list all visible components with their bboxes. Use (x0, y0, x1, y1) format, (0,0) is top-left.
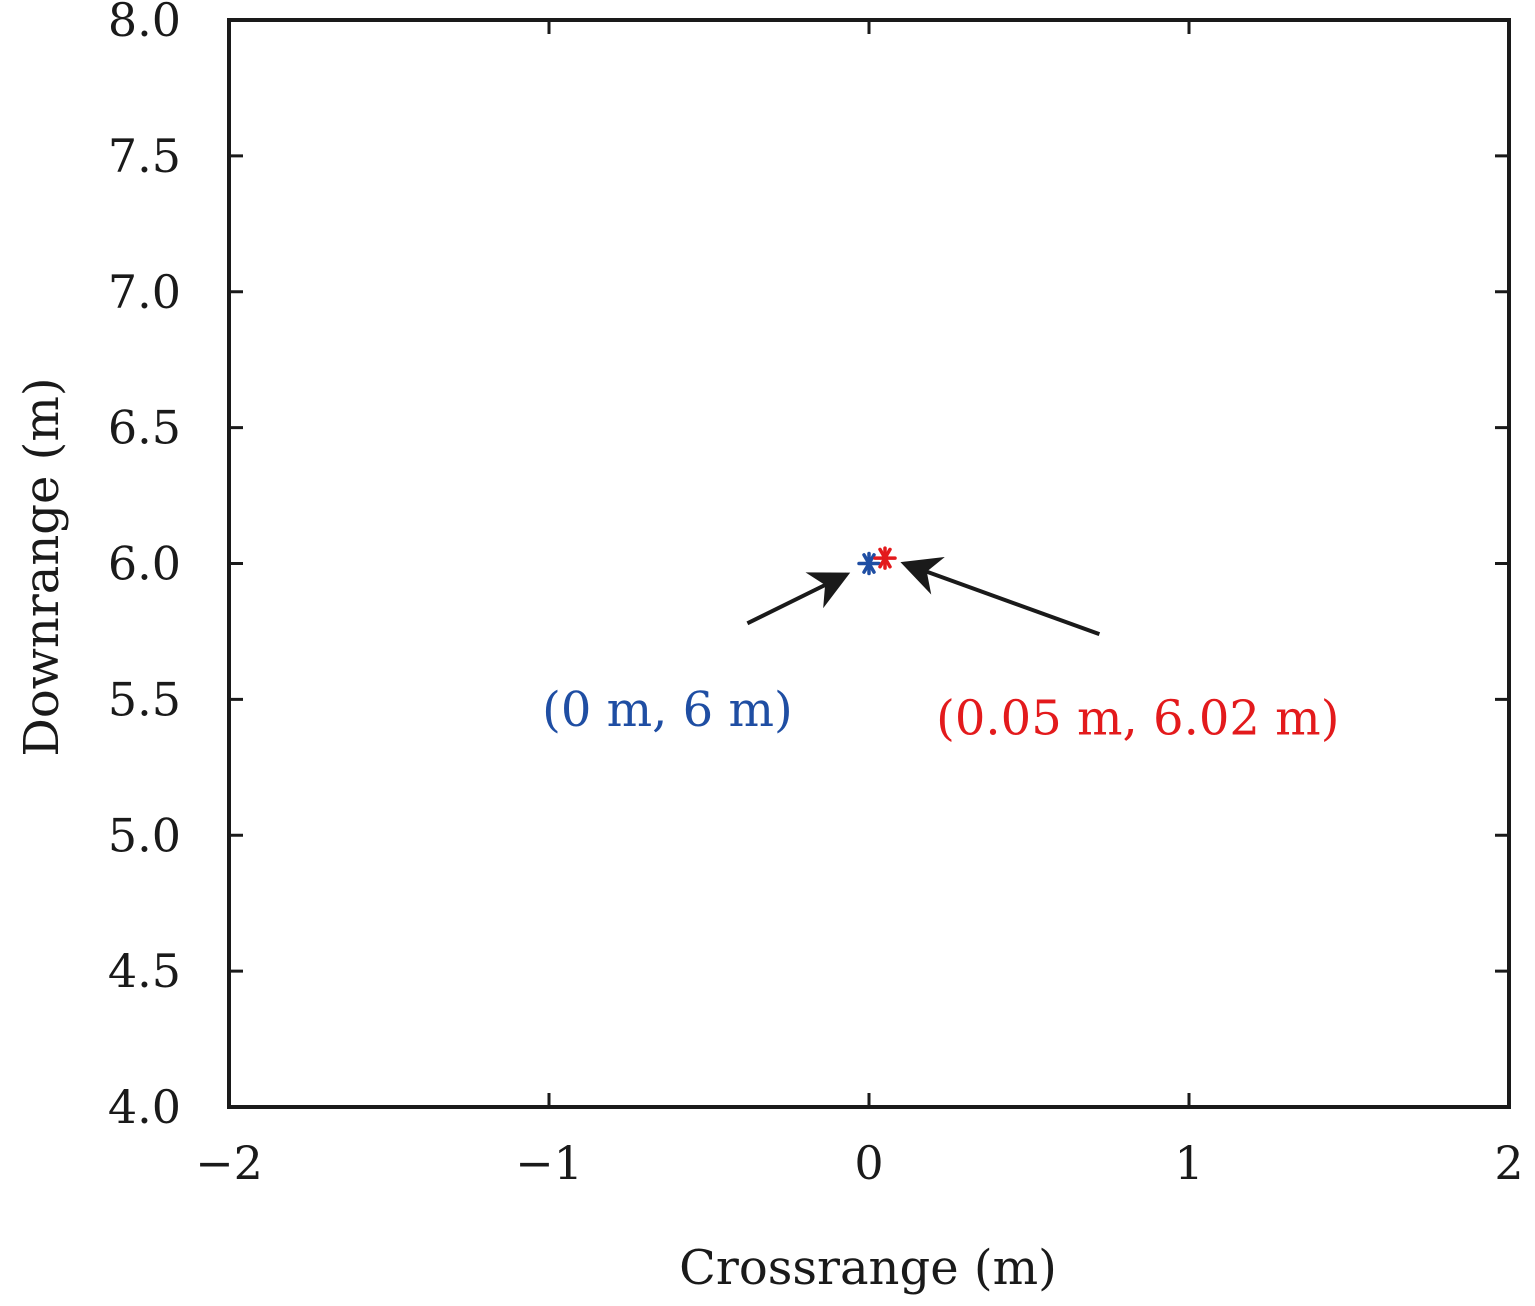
data-points (857, 546, 897, 576)
y-tick-label: 6.0 (108, 537, 181, 591)
data-point (873, 546, 897, 570)
y-tick-label: 6.5 (108, 401, 181, 455)
annotation-arrow (900, 556, 1101, 637)
y-tick-label: 7.5 (108, 129, 181, 183)
x-tick-label: 2 (1494, 1136, 1523, 1190)
x-axis-ticks: −2 −1 0 1 2 (195, 20, 1524, 1190)
x-axis-label: Crossrange (m) (679, 1240, 1057, 1296)
y-tick-label: 5.0 (108, 808, 181, 862)
x-tick-label: −1 (515, 1136, 583, 1190)
annotation-label: (0.05 m, 6.02 m) (936, 690, 1339, 746)
y-tick-label: 4.5 (108, 944, 181, 998)
x-tick-label: −2 (195, 1136, 263, 1190)
y-tick-label: 5.5 (108, 672, 181, 726)
x-tick-label: 0 (854, 1136, 883, 1190)
y-axis-ticks: 4.0 4.5 5.0 5.5 6.0 6.5 7.0 7.5 8.0 (108, 0, 1509, 1134)
annotation-arrow (746, 572, 851, 626)
annotations: (0 m, 6 m) (0.05 m, 6.02 m) (542, 556, 1339, 746)
y-tick-label: 4.0 (108, 1080, 181, 1134)
data-point (857, 551, 881, 576)
x-tick-label: 1 (1174, 1136, 1203, 1190)
y-tick-label: 8.0 (108, 0, 181, 47)
annotation-label: (0 m, 6 m) (542, 682, 793, 738)
y-axis-label: Downrange (m) (14, 377, 70, 756)
y-tick-label: 7.0 (108, 265, 181, 319)
